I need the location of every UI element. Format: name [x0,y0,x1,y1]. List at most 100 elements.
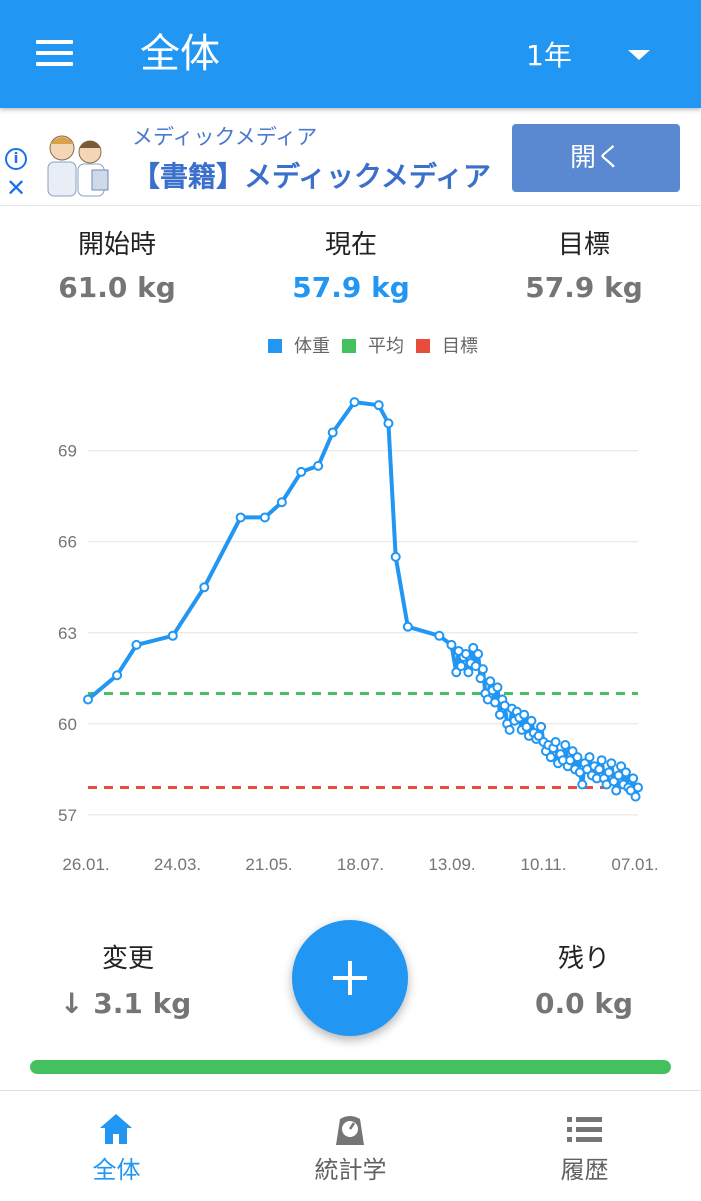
current-label: 現在 [324,230,377,260]
change-stat: 変更 ↓ 3.1 kg [60,942,196,1024]
weight-data-point [235,512,246,523]
legend-item-goal: 目標 [416,334,478,360]
goal-label: 目標 [557,230,610,260]
nav-label-overview: 全体 [92,1156,141,1184]
weight-data-point [83,694,93,705]
y-tick-label: 63 [58,624,77,643]
legend-swatch-goal [416,338,430,353]
ad-open-button[interactable]: 開く [512,124,680,192]
legend-item-average: 平均 [342,334,404,360]
weight-data-point [594,764,605,775]
weight-data-point [383,418,394,429]
start-value: 61.0 kg [58,271,176,304]
weight-data-point [349,397,360,408]
nav-item-history[interactable]: 履歴 [468,1091,701,1201]
goal-stat: 目標 57.9 kg [469,228,699,308]
weight-data-point [620,767,631,778]
goal-value: 57.9 kg [525,271,643,304]
weight-data-point [560,740,571,751]
weight-data-point [390,551,401,562]
legend-swatch-weight [268,338,282,353]
change-label: 変更 [101,944,154,974]
weight-data-point [633,782,643,793]
weight-data-point [259,512,270,523]
weight-data-point [577,779,588,790]
page-title: 全体 [140,31,220,77]
ad-banner[interactable]: i ✕ メディックメディア 【書籍】メディックメディア 開く [0,108,701,206]
x-tick-label: 21.05. [245,855,292,874]
weight-data-point [596,755,607,766]
weight-data-point [460,649,471,659]
remaining-value: 0.0 kg [534,987,633,1020]
x-tick-label: 18.07. [337,855,384,874]
legend-label-goal: 目標 [442,336,478,357]
app-bar: 全体 1年 [0,0,701,108]
x-tick-label: 10.11. [520,855,566,874]
weight-data-point [611,785,622,796]
weight-data-point [628,773,639,784]
weight-data-point [402,621,413,632]
legend-swatch-average [342,338,356,353]
x-tick-label: 26.01. [62,855,109,874]
goal-progress-fill [30,1060,671,1074]
list-icon [567,1117,602,1142]
period-label: 1年 [526,39,572,72]
weight-data-point [131,639,142,650]
weight-data-point [545,752,556,763]
caret-down-icon [628,50,650,60]
y-tick-label: 60 [58,715,77,734]
nav-label-history: 履歴 [560,1156,609,1184]
x-tick-label: 24.03. [154,855,201,874]
weight-data-point [446,639,457,650]
weight-data-point [494,709,505,720]
y-tick-label: 69 [58,442,77,461]
weight-data-point [572,752,583,763]
weight-data-point [456,661,467,672]
weight-data-point [485,676,496,687]
y-tick-label: 66 [58,533,77,552]
start-stat: 開始時 61.0 kg [2,228,232,308]
weight-data-point [584,752,595,763]
nav-item-statistics[interactable]: 統計学 [234,1091,467,1201]
current-value: 57.9 kg [292,271,410,304]
y-tick-label: 57 [58,806,77,825]
plus-icon-v [348,961,352,995]
start-label: 開始時 [77,230,156,260]
remaining-stat: 残り 0.0 kg [522,942,646,1024]
weight-data-point [492,682,503,693]
scale-icon [336,1116,364,1145]
home-icon [100,1114,132,1144]
weight-chart[interactable]: 57 60 63 66 69 26.01. 24.03. 21.05. 18.07. 13.09.… [0,380,701,880]
legend-label-average: 平均 [368,336,404,357]
ad-headline[interactable]: 【書籍】メディックメディア [132,160,491,193]
change-value-row: ↓ 3.1 kg [60,984,196,1024]
weight-data-point [526,715,537,726]
weight-data-point [276,497,287,508]
weight-data-point [373,400,384,411]
nav-item-overview[interactable]: 全体 [0,1091,233,1201]
weight-data-point [475,673,486,684]
weight-data-point [606,758,617,769]
weight-data-point [434,630,445,641]
ad-info-icon[interactable]: i [5,148,27,170]
weight-data-point [112,670,123,681]
legend-item-weight: 体重 [268,334,330,360]
weight-data-point [504,724,515,735]
weight-data-point [199,582,210,593]
weight-data-point [477,664,488,675]
hamburger-menu-icon[interactable] [36,38,74,68]
ad-subtitle: メディックメディア [132,125,318,149]
ad-close-icon[interactable]: ✕ [6,174,27,202]
weight-data-point [536,721,547,732]
goal-progress-bar [30,1060,671,1074]
weight-data-point [473,649,484,659]
period-dropdown[interactable]: 1年 [508,34,668,78]
remaining-label: 残り [557,944,610,974]
weight-data-point [313,460,324,471]
change-value: 3.1 kg [93,987,192,1020]
bottom-navigation: 全体 統計学 履歴 [0,1090,701,1200]
weight-data-point [167,630,178,641]
down-arrow-icon: ↓ [60,987,84,1020]
add-entry-button[interactable] [292,920,408,1036]
weight-data-point [603,767,614,778]
